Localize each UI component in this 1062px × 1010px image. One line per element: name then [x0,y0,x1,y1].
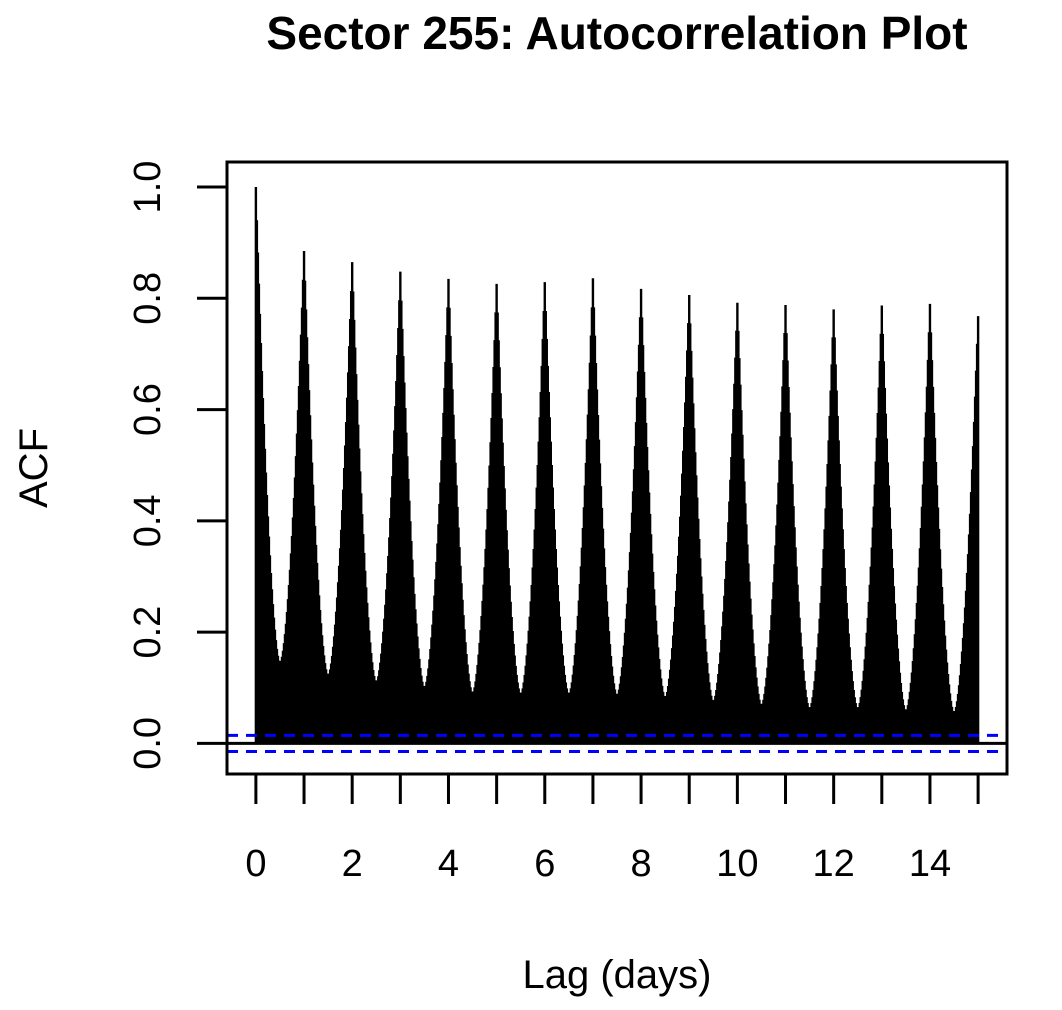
x-tick-label: 14 [909,843,951,885]
y-tick-label: 0.2 [127,606,169,659]
x-tick-label: 4 [438,843,459,885]
x-tick-label: 12 [813,843,855,885]
plot-frame [225,160,1009,776]
acf-bars [254,187,980,744]
chart-axes: 0 2 4 6 8 10 12 14 0.0 0.2 0.4 0.6 0.8 1.0 [127,161,1007,885]
y-tick-label: 1.0 [127,161,169,214]
y-tick-label: 0.8 [127,272,169,325]
x-tick-label: 2 [342,843,363,885]
x-axis-label: Lag (days) [523,953,712,997]
x-tick-label: 0 [245,843,266,885]
y-tick-label: 0.0 [127,717,169,770]
y-tick-label: 0.6 [127,383,169,436]
y-axis-label: ACF [12,428,56,508]
x-tick-label: 8 [631,843,652,885]
y-tick-label: 0.4 [127,494,169,547]
x-tick-label: 6 [534,843,555,885]
x-tick-label: 10 [716,843,758,885]
chart-title: Sector 255: Autocorrelation Plot [266,7,967,59]
